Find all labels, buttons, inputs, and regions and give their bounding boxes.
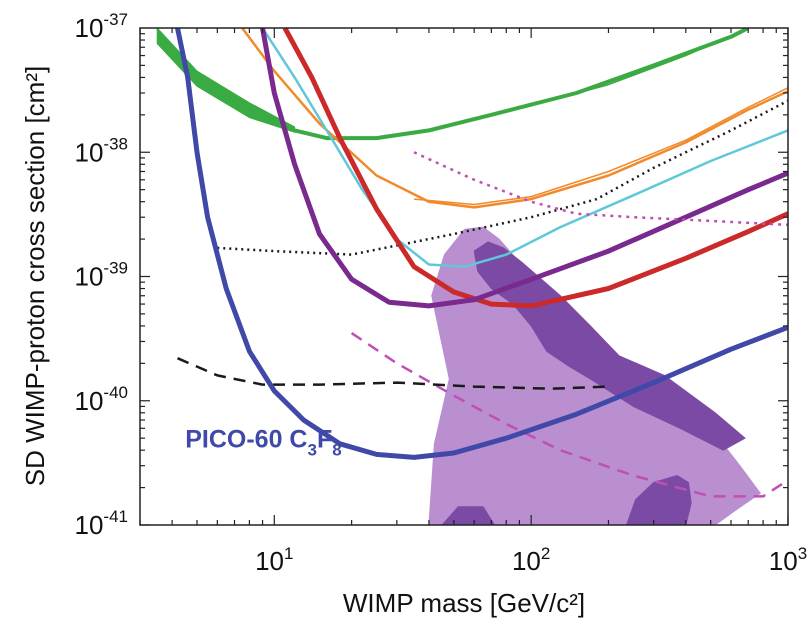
y-axis-label: SD WIMP-proton cross section [cm²]: [20, 66, 50, 486]
series-line-2: [241, 28, 788, 209]
series-line-5: [261, 28, 788, 268]
series-line-10: [177, 357, 609, 390]
y-tick-label-0: 10-41: [75, 507, 129, 540]
regions-layer: [428, 226, 762, 525]
series-line-1: [541, 28, 749, 104]
y-tick-label-4: 10-37: [75, 10, 129, 43]
series-line-11: [175, 28, 788, 460]
ticks-layer: 101 102 103 10-41 10-40 10-39 10-38 10-37: [75, 10, 808, 576]
x-tick-label-0: 101: [255, 544, 293, 576]
annotation-label: PICO-60 C3F8: [185, 426, 341, 460]
series-line-9: [350, 332, 788, 498]
series-layer: [175, 28, 788, 498]
series-line-8: [413, 151, 788, 227]
y-tick-label-3: 10-38: [75, 134, 129, 167]
series-line-7: [260, 28, 788, 309]
x-axis-label: WIMP mass [GeV/c²]: [343, 588, 585, 618]
x-tick-label-2: 103: [769, 544, 807, 576]
y-tick-label-2: 10-39: [75, 259, 129, 292]
series-line-3: [413, 87, 788, 206]
region-1: [473, 241, 746, 451]
y-tick-label-1: 10-40: [75, 383, 129, 416]
x-tick-label-1: 102: [512, 544, 550, 576]
region-3: [441, 506, 496, 525]
